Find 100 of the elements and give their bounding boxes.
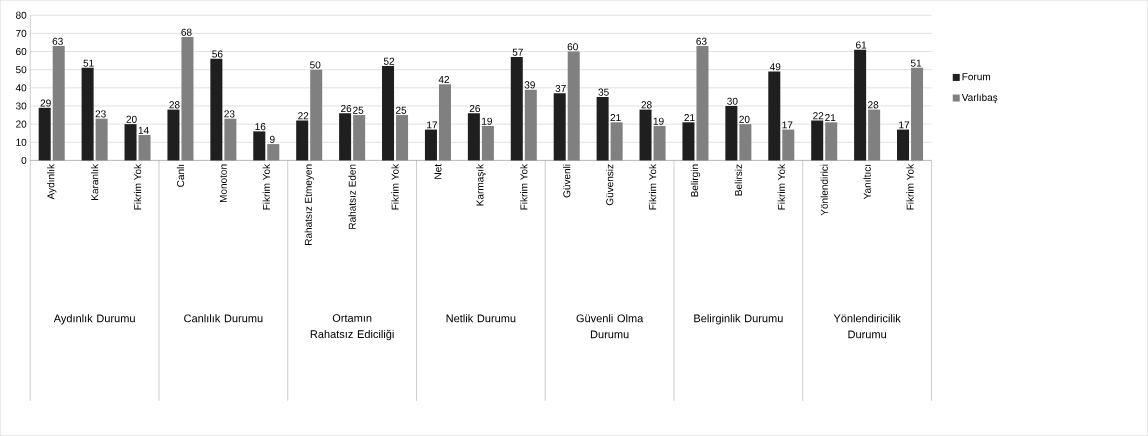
x-tick-label: Fikrim Yok bbox=[133, 163, 142, 210]
x-tick-label: Canlı bbox=[176, 164, 185, 187]
data-label: 20 bbox=[126, 115, 137, 123]
x-tick-label: Rahatsız Eden bbox=[348, 164, 356, 229]
x-tick-label: Fikrim Yok bbox=[520, 163, 528, 210]
bar bbox=[38, 107, 51, 161]
data-label: 42 bbox=[438, 76, 450, 83]
bar bbox=[596, 96, 609, 161]
text: Ortamın Rahatsız Ediciliği bbox=[310, 314, 394, 341]
x-tick-label: Fikrim Yok bbox=[262, 163, 270, 210]
bar bbox=[339, 113, 352, 161]
data-label: 56 bbox=[212, 50, 223, 58]
bar bbox=[639, 109, 652, 161]
x-tick-label: Güvenli bbox=[563, 164, 571, 198]
data-label: 17 bbox=[899, 121, 910, 129]
bar bbox=[682, 122, 695, 161]
x-tick-label: Fikrim Yok bbox=[777, 163, 785, 210]
data-label: 28 bbox=[868, 101, 879, 109]
data-label: 52 bbox=[383, 57, 395, 65]
data-label: 57 bbox=[512, 48, 523, 56]
data-label: 21 bbox=[610, 114, 621, 122]
bar bbox=[167, 109, 180, 161]
y-tick-label: 50 bbox=[15, 66, 27, 74]
data-label: 21 bbox=[825, 114, 836, 122]
data-label: 61 bbox=[856, 41, 867, 49]
text: Belirginlik Durumu bbox=[694, 314, 783, 325]
bar bbox=[510, 56, 523, 161]
bar bbox=[424, 129, 437, 161]
text: Netlik Durumu bbox=[446, 314, 516, 323]
data-label: 35 bbox=[598, 88, 609, 96]
data-label: 39 bbox=[524, 81, 535, 89]
bar bbox=[296, 120, 309, 161]
y-tick-label: 20 bbox=[16, 120, 27, 128]
data-label: 28 bbox=[169, 101, 180, 109]
y-tick-label: 0 bbox=[21, 156, 27, 164]
data-label: 23 bbox=[224, 110, 235, 118]
text: Yönlendiricilik Durumu bbox=[833, 314, 901, 339]
data-label: 30 bbox=[727, 97, 738, 105]
data-label: 19 bbox=[653, 117, 664, 125]
data-label: 25 bbox=[353, 106, 364, 114]
data-label: 63 bbox=[52, 37, 63, 45]
bar bbox=[124, 124, 137, 161]
bar bbox=[253, 131, 266, 161]
bar bbox=[553, 93, 566, 161]
text: Güvenli Olma Durumu bbox=[576, 314, 644, 339]
x-tick-label: Monoton bbox=[219, 164, 227, 203]
data-label: 21 bbox=[684, 114, 695, 122]
x-tick-label: Fikrim Yok bbox=[906, 163, 914, 210]
data-label: 9 bbox=[269, 135, 275, 143]
text: Aydınlık Durumu bbox=[53, 314, 135, 325]
data-label: 22 bbox=[813, 112, 824, 120]
data-label: 37 bbox=[555, 84, 566, 93]
x-tick-label: Güvensiz bbox=[605, 164, 614, 206]
y-tick-label: 60 bbox=[16, 47, 27, 56]
x-tick-label: Belirsiz bbox=[734, 164, 743, 196]
data-label: 26 bbox=[469, 104, 480, 113]
bar bbox=[854, 49, 867, 161]
x-tick-label: Fikrim Yok bbox=[648, 163, 657, 210]
data-label: 17 bbox=[427, 121, 438, 129]
data-label: 20 bbox=[739, 115, 750, 123]
y-tick-label: 30 bbox=[15, 102, 27, 110]
bar bbox=[467, 113, 480, 161]
data-label: 19 bbox=[482, 117, 492, 125]
x-tick-label: Karmaşık bbox=[476, 163, 486, 206]
data-label: 68 bbox=[181, 28, 192, 36]
data-label: 49 bbox=[769, 63, 781, 71]
x-tick-label: Fikrim Yok bbox=[391, 163, 399, 210]
y-tick-label: 10 bbox=[16, 138, 27, 146]
data-label: 17 bbox=[782, 121, 793, 129]
data-label: 29 bbox=[40, 99, 51, 107]
data-label: 23 bbox=[95, 110, 106, 118]
y-tick-label: 70 bbox=[16, 29, 27, 37]
bar bbox=[81, 67, 94, 161]
data-label: 14 bbox=[138, 126, 149, 134]
data-label: 51 bbox=[83, 59, 94, 67]
y-tick-label: 40 bbox=[15, 84, 27, 92]
bar bbox=[811, 120, 824, 161]
text: Canlılık Durumu bbox=[184, 314, 263, 323]
data-label: 51 bbox=[910, 59, 922, 67]
data-label: 63 bbox=[696, 37, 707, 45]
bar bbox=[725, 105, 738, 161]
bar bbox=[897, 129, 910, 161]
y-tick-label: 80 bbox=[16, 11, 27, 19]
x-tick-label: Aydınlık bbox=[47, 163, 57, 200]
data-label: 28 bbox=[641, 101, 652, 109]
data-label: 22 bbox=[298, 112, 309, 120]
x-tick-label: Karanlık bbox=[90, 163, 99, 200]
x-tick-label: Belirgin bbox=[690, 164, 701, 197]
data-label: 50 bbox=[310, 61, 321, 69]
legend-label: Forum bbox=[962, 73, 991, 81]
x-tick-label: Yanıltıcı bbox=[863, 164, 871, 200]
data-label: 60 bbox=[567, 43, 578, 51]
data-label: 25 bbox=[395, 106, 407, 114]
bar bbox=[210, 58, 223, 161]
data-label: 26 bbox=[341, 104, 352, 113]
bar bbox=[768, 71, 781, 161]
bar bbox=[382, 66, 395, 161]
x-tick-label: Net bbox=[434, 164, 442, 179]
x-tick-label: Rahatsız Etmeyen bbox=[304, 164, 314, 245]
data-label: 16 bbox=[255, 123, 266, 131]
